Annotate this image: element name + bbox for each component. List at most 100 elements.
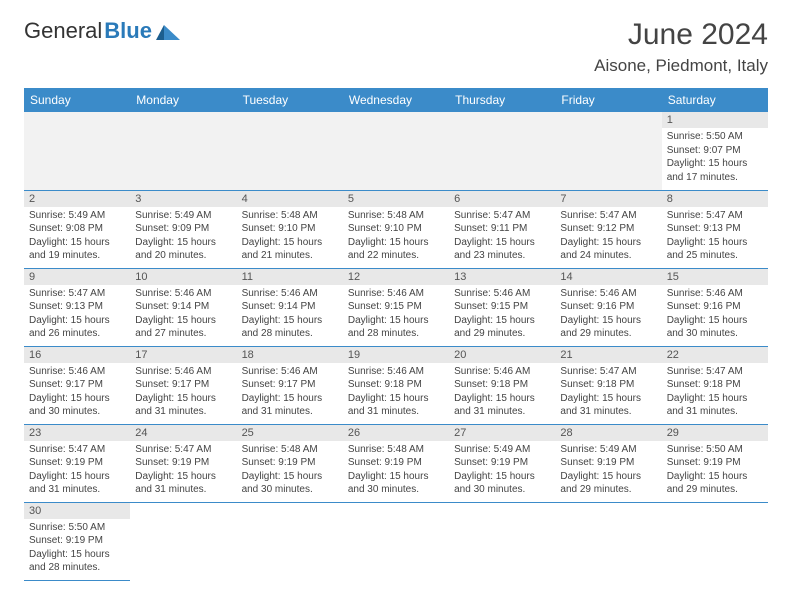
- logo-icon: [156, 22, 182, 40]
- day-number: 7: [555, 191, 661, 207]
- day-content: Sunrise: 5:49 AMSunset: 9:19 PMDaylight:…: [555, 441, 661, 501]
- day-number: 6: [449, 191, 555, 207]
- calendar-cell: 4Sunrise: 5:48 AMSunset: 9:10 PMDaylight…: [237, 190, 343, 268]
- day-number: 15: [662, 269, 768, 285]
- calendar-cell: 15Sunrise: 5:46 AMSunset: 9:16 PMDayligh…: [662, 268, 768, 346]
- day-content: Sunrise: 5:46 AMSunset: 9:17 PMDaylight:…: [237, 363, 343, 423]
- day-content: Sunrise: 5:46 AMSunset: 9:15 PMDaylight:…: [343, 285, 449, 345]
- location: Aisone, Piedmont, Italy: [594, 56, 768, 76]
- day-content: Sunrise: 5:47 AMSunset: 9:18 PMDaylight:…: [555, 363, 661, 423]
- page-header: GeneralBlue June 2024 Aisone, Piedmont, …: [24, 18, 768, 76]
- day-number: 3: [130, 191, 236, 207]
- logo: GeneralBlue: [24, 18, 182, 44]
- calendar-cell: 20Sunrise: 5:46 AMSunset: 9:18 PMDayligh…: [449, 346, 555, 424]
- day-number: 8: [662, 191, 768, 207]
- day-content: Sunrise: 5:46 AMSunset: 9:16 PMDaylight:…: [555, 285, 661, 345]
- day-number: 24: [130, 425, 236, 441]
- calendar-cell: 7Sunrise: 5:47 AMSunset: 9:12 PMDaylight…: [555, 190, 661, 268]
- day-content: Sunrise: 5:46 AMSunset: 9:17 PMDaylight:…: [130, 363, 236, 423]
- weekday-header: Thursday: [449, 88, 555, 112]
- day-content: Sunrise: 5:47 AMSunset: 9:13 PMDaylight:…: [24, 285, 130, 345]
- day-content: Sunrise: 5:46 AMSunset: 9:14 PMDaylight:…: [237, 285, 343, 345]
- day-content: Sunrise: 5:46 AMSunset: 9:18 PMDaylight:…: [449, 363, 555, 423]
- month-title: June 2024: [594, 18, 768, 52]
- calendar-cell-empty: [130, 112, 236, 190]
- calendar-cell: 10Sunrise: 5:46 AMSunset: 9:14 PMDayligh…: [130, 268, 236, 346]
- logo-text-2: Blue: [104, 18, 152, 44]
- weekday-header: Monday: [130, 88, 236, 112]
- day-content: Sunrise: 5:50 AMSunset: 9:19 PMDaylight:…: [24, 519, 130, 579]
- calendar-cell: 22Sunrise: 5:47 AMSunset: 9:18 PMDayligh…: [662, 346, 768, 424]
- day-content: Sunrise: 5:48 AMSunset: 9:19 PMDaylight:…: [237, 441, 343, 501]
- calendar-cell-empty: [24, 112, 130, 190]
- calendar-cell-empty: [237, 112, 343, 190]
- calendar-cell: 19Sunrise: 5:46 AMSunset: 9:18 PMDayligh…: [343, 346, 449, 424]
- weekday-header: Wednesday: [343, 88, 449, 112]
- calendar-cell: 25Sunrise: 5:48 AMSunset: 9:19 PMDayligh…: [237, 424, 343, 502]
- day-number: 17: [130, 347, 236, 363]
- day-number: 19: [343, 347, 449, 363]
- calendar-cell: 28Sunrise: 5:49 AMSunset: 9:19 PMDayligh…: [555, 424, 661, 502]
- calendar-cell: 29Sunrise: 5:50 AMSunset: 9:19 PMDayligh…: [662, 424, 768, 502]
- calendar-cell: 11Sunrise: 5:46 AMSunset: 9:14 PMDayligh…: [237, 268, 343, 346]
- day-content: Sunrise: 5:47 AMSunset: 9:13 PMDaylight:…: [662, 207, 768, 267]
- calendar-cell-empty: [449, 502, 555, 580]
- calendar-cell: 13Sunrise: 5:46 AMSunset: 9:15 PMDayligh…: [449, 268, 555, 346]
- calendar-cell-empty: [449, 112, 555, 190]
- weekday-row: Sunday Monday Tuesday Wednesday Thursday…: [24, 88, 768, 112]
- calendar-row: 16Sunrise: 5:46 AMSunset: 9:17 PMDayligh…: [24, 346, 768, 424]
- calendar-cell: 14Sunrise: 5:46 AMSunset: 9:16 PMDayligh…: [555, 268, 661, 346]
- calendar-row: 1Sunrise: 5:50 AMSunset: 9:07 PMDaylight…: [24, 112, 768, 190]
- calendar-cell-empty: [343, 502, 449, 580]
- day-content: Sunrise: 5:46 AMSunset: 9:16 PMDaylight:…: [662, 285, 768, 345]
- calendar-cell-empty: [237, 502, 343, 580]
- calendar-cell: 26Sunrise: 5:48 AMSunset: 9:19 PMDayligh…: [343, 424, 449, 502]
- calendar-cell: 24Sunrise: 5:47 AMSunset: 9:19 PMDayligh…: [130, 424, 236, 502]
- day-number: 11: [237, 269, 343, 285]
- calendar-body: 1Sunrise: 5:50 AMSunset: 9:07 PMDaylight…: [24, 112, 768, 580]
- calendar-cell-empty: [555, 502, 661, 580]
- weekday-header: Tuesday: [237, 88, 343, 112]
- day-number: 16: [24, 347, 130, 363]
- weekday-header: Saturday: [662, 88, 768, 112]
- day-content: Sunrise: 5:46 AMSunset: 9:14 PMDaylight:…: [130, 285, 236, 345]
- calendar-cell: 6Sunrise: 5:47 AMSunset: 9:11 PMDaylight…: [449, 190, 555, 268]
- day-number: 23: [24, 425, 130, 441]
- day-content: Sunrise: 5:47 AMSunset: 9:12 PMDaylight:…: [555, 207, 661, 267]
- calendar-cell-empty: [555, 112, 661, 190]
- day-number: 12: [343, 269, 449, 285]
- calendar-cell: 30Sunrise: 5:50 AMSunset: 9:19 PMDayligh…: [24, 502, 130, 580]
- calendar-cell: 27Sunrise: 5:49 AMSunset: 9:19 PMDayligh…: [449, 424, 555, 502]
- weekday-header: Sunday: [24, 88, 130, 112]
- calendar-cell: 12Sunrise: 5:46 AMSunset: 9:15 PMDayligh…: [343, 268, 449, 346]
- day-number: 5: [343, 191, 449, 207]
- day-content: Sunrise: 5:46 AMSunset: 9:18 PMDaylight:…: [343, 363, 449, 423]
- title-block: June 2024 Aisone, Piedmont, Italy: [594, 18, 768, 76]
- day-number: 30: [24, 503, 130, 519]
- day-number: 27: [449, 425, 555, 441]
- calendar-cell: 23Sunrise: 5:47 AMSunset: 9:19 PMDayligh…: [24, 424, 130, 502]
- calendar-cell-empty: [130, 502, 236, 580]
- day-content: Sunrise: 5:48 AMSunset: 9:10 PMDaylight:…: [237, 207, 343, 267]
- day-content: Sunrise: 5:47 AMSunset: 9:19 PMDaylight:…: [24, 441, 130, 501]
- weekday-header: Friday: [555, 88, 661, 112]
- day-content: Sunrise: 5:50 AMSunset: 9:07 PMDaylight:…: [662, 128, 768, 188]
- calendar-row: 9Sunrise: 5:47 AMSunset: 9:13 PMDaylight…: [24, 268, 768, 346]
- day-number: 14: [555, 269, 661, 285]
- calendar-row: 30Sunrise: 5:50 AMSunset: 9:19 PMDayligh…: [24, 502, 768, 580]
- day-number: 9: [24, 269, 130, 285]
- calendar-cell-empty: [662, 502, 768, 580]
- day-number: 1: [662, 112, 768, 128]
- day-content: Sunrise: 5:48 AMSunset: 9:10 PMDaylight:…: [343, 207, 449, 267]
- day-content: Sunrise: 5:49 AMSunset: 9:09 PMDaylight:…: [130, 207, 236, 267]
- calendar-cell: 21Sunrise: 5:47 AMSunset: 9:18 PMDayligh…: [555, 346, 661, 424]
- day-number: 21: [555, 347, 661, 363]
- day-number: 28: [555, 425, 661, 441]
- day-number: 22: [662, 347, 768, 363]
- day-number: 25: [237, 425, 343, 441]
- calendar-cell: 16Sunrise: 5:46 AMSunset: 9:17 PMDayligh…: [24, 346, 130, 424]
- calendar-cell: 18Sunrise: 5:46 AMSunset: 9:17 PMDayligh…: [237, 346, 343, 424]
- calendar-cell: 17Sunrise: 5:46 AMSunset: 9:17 PMDayligh…: [130, 346, 236, 424]
- day-content: Sunrise: 5:49 AMSunset: 9:19 PMDaylight:…: [449, 441, 555, 501]
- calendar-cell: 3Sunrise: 5:49 AMSunset: 9:09 PMDaylight…: [130, 190, 236, 268]
